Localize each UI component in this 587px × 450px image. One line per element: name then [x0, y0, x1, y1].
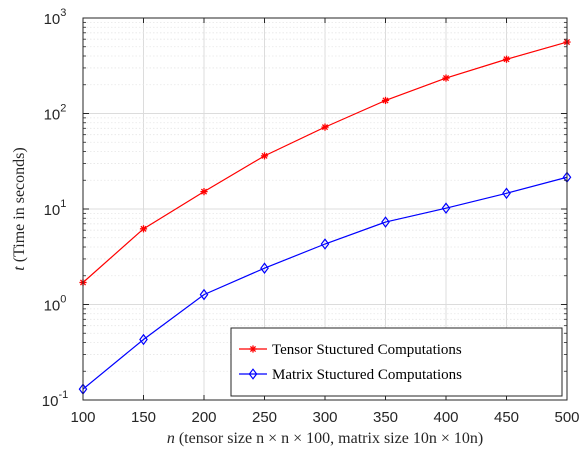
x-tick-label: 450	[494, 409, 519, 426]
legend-box	[230, 327, 563, 397]
data-point	[321, 123, 329, 131]
y-tick-label: 101	[44, 198, 67, 219]
diamond-marker	[248, 368, 258, 380]
data-point	[502, 55, 511, 63]
marker-stroke	[503, 56, 510, 63]
marker-stroke	[200, 188, 208, 195]
data-point	[199, 288, 209, 301]
legend-item: Matrix Stuctured Computations	[239, 367, 462, 383]
data-point	[381, 96, 390, 105]
data-point	[381, 216, 390, 228]
series-line	[82, 176, 568, 390]
data-point	[260, 262, 269, 274]
x-tick-label: 350	[373, 409, 398, 426]
x-tick-label: 500	[554, 409, 579, 426]
legend: Tensor Stuctured Computations Matrix Stuc…	[230, 327, 563, 397]
ticks: 100 150 200 250 300 350 400 450 50010-1100101102…	[42, 7, 580, 426]
data-point	[502, 187, 511, 200]
x-tick-label: 300	[312, 409, 337, 426]
data-point	[200, 188, 208, 196]
marker-stroke	[321, 124, 329, 131]
marker-stroke	[442, 75, 450, 82]
data-point	[139, 225, 148, 233]
y-tick-label: 100	[44, 294, 67, 315]
data-point	[320, 238, 330, 250]
legend-item: Tensor Stuctured Computations	[239, 342, 462, 358]
marker-stroke	[249, 345, 257, 353]
y-tick-label: 103	[44, 7, 67, 28]
marker-stroke	[140, 225, 147, 232]
x-tick-label: 250	[252, 409, 277, 426]
marker-stroke	[382, 97, 389, 104]
data-point	[139, 333, 148, 346]
legend-label: Tensor Stuctured Computations	[272, 342, 462, 358]
x-axis-label: n (tensor size n × n × 100, matrix size …	[167, 430, 483, 447]
x-tick-label: 200	[191, 409, 216, 426]
y-tick-label: 10-1	[42, 389, 68, 410]
x-tick-label: 150	[131, 409, 156, 426]
data-point	[442, 74, 450, 82]
x-tick-label: 100	[70, 409, 95, 426]
y-tick-label: 102	[44, 103, 67, 124]
legend-label: Matrix Stuctured Computations	[272, 367, 462, 383]
data-point	[441, 202, 451, 214]
y-axis-label: t (Time in seconds)	[11, 147, 28, 270]
marker-stroke	[261, 152, 268, 159]
asterisk-marker	[249, 345, 257, 353]
data-point	[260, 152, 269, 160]
x-tick-label: 400	[433, 409, 458, 426]
